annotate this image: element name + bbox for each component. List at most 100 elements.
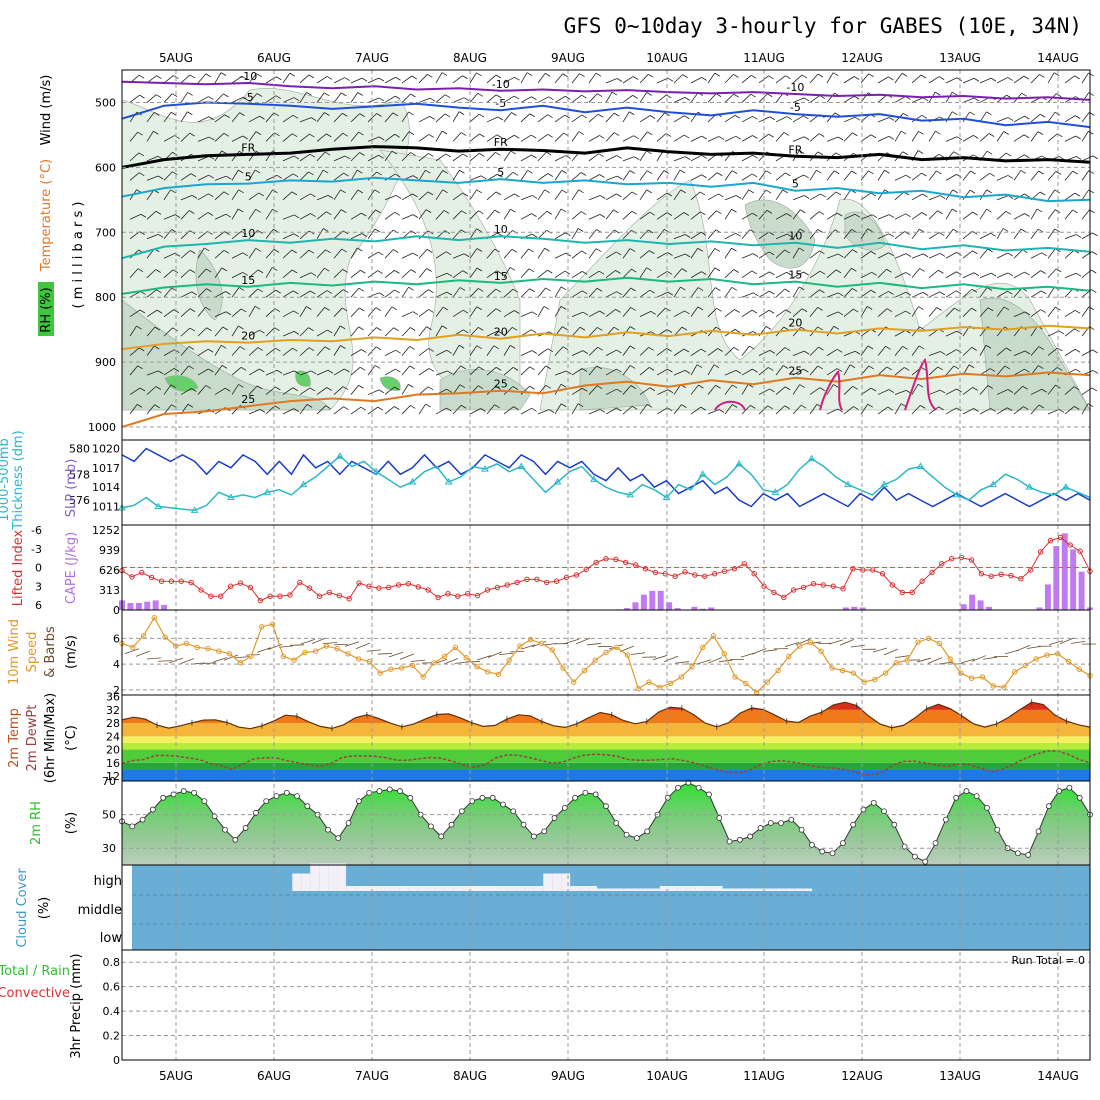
wind-barb <box>469 133 480 142</box>
wind-barb <box>571 250 582 259</box>
cape-bar <box>859 607 866 610</box>
wind-barb <box>299 327 309 337</box>
wind-barb-flag <box>803 97 810 102</box>
cloud-high-bar <box>758 888 768 891</box>
axis-label-cloud: Cloud Cover <box>15 868 30 948</box>
wind-barb-flag <box>888 117 895 121</box>
wind-barb-flag <box>919 268 925 272</box>
wind-barb-flag <box>343 406 349 411</box>
wind-barb <box>809 169 817 181</box>
wind-barb <box>350 212 362 220</box>
wind-barb-flag <box>410 152 416 156</box>
wind-barb <box>758 189 767 201</box>
wind-barb <box>248 73 257 84</box>
wind-barb-flag <box>548 96 554 101</box>
wind-barb-flag <box>187 403 194 408</box>
wind-barb <box>333 406 344 415</box>
lifted-index-point <box>632 562 639 568</box>
wind-barb <box>265 327 275 337</box>
wind-barb <box>163 384 172 395</box>
wind-barb-flag <box>631 191 638 196</box>
wind-barb <box>469 72 477 84</box>
wind-barb-flag <box>497 330 504 335</box>
wind-barb <box>367 189 375 201</box>
wind-barb <box>996 272 1009 279</box>
wind-barb-flag <box>1024 271 1030 276</box>
wind-barb-flag <box>308 347 315 352</box>
thickness-marker <box>698 470 707 477</box>
wind-barb <box>1081 155 1094 162</box>
lifted-index-point <box>741 561 747 567</box>
wind-barb <box>741 115 753 123</box>
wind-barb <box>707 348 718 356</box>
isotherm-label: -10 <box>492 78 510 91</box>
wind-barb-flag <box>615 270 621 274</box>
wind-barb-flag <box>425 209 432 213</box>
wind-barb-flag <box>956 271 962 276</box>
wind-barb <box>571 271 583 279</box>
wind-barb <box>282 408 294 415</box>
wind-barb-flag <box>902 151 908 156</box>
rh-point <box>149 806 156 813</box>
wind-barb-flag <box>666 94 672 99</box>
wind-barb <box>163 93 173 103</box>
wind-barb-flag <box>257 385 263 390</box>
precip-legend-convective: Convective <box>0 986 70 1001</box>
wind-barb <box>588 248 597 259</box>
wind-barb-flag <box>667 271 673 275</box>
wind-barb <box>231 346 241 356</box>
wind-barb <box>537 248 545 259</box>
wind-barb <box>231 230 242 240</box>
rh-point <box>232 836 239 843</box>
wind-barb <box>180 327 191 337</box>
wind-barb <box>231 252 243 259</box>
wind-barb <box>214 93 224 103</box>
wind-barb <box>1064 272 1077 279</box>
wind-barb <box>367 97 380 103</box>
rh-point <box>1076 794 1083 801</box>
wind-barb <box>299 404 308 415</box>
wind-barb-flag <box>803 350 810 355</box>
wind-barb <box>622 307 631 317</box>
wind-barb-flag <box>462 192 469 197</box>
wind-barb <box>333 386 344 395</box>
lifted-index-point <box>504 582 510 588</box>
wind-barb <box>945 307 955 317</box>
wind-barb-flag <box>956 349 962 353</box>
wind-barb-flag <box>1006 347 1012 352</box>
wind-barb <box>452 270 463 279</box>
wind-barb-flag <box>697 287 704 291</box>
wind-barb <box>452 170 460 181</box>
wind-barb-flag <box>1002 228 1009 232</box>
wind-barb-flag <box>326 211 332 216</box>
wind-barb <box>571 211 582 220</box>
wind-barb <box>775 189 784 201</box>
lifted-index-point <box>978 571 985 577</box>
date-label-bottom: 6AUG <box>257 1069 291 1083</box>
wind-barb <box>248 409 261 415</box>
wind-barb <box>197 96 209 103</box>
wind-barb-flag <box>531 154 537 159</box>
wind-barb-flag <box>325 405 331 410</box>
wind-barb <box>554 270 566 279</box>
wind-barb-flag <box>852 132 858 137</box>
wind-barb-flag <box>274 308 281 312</box>
wind-barb-flag <box>936 170 942 175</box>
wind-barb-flag <box>752 212 758 217</box>
wind-barb <box>316 267 325 278</box>
wind-barb-flag <box>392 112 399 117</box>
rh-shading <box>579 367 651 411</box>
cloud-high-bar <box>516 886 526 891</box>
wind-barb <box>1064 328 1075 337</box>
wind-barb-flag <box>987 385 994 389</box>
wind-barb-flag <box>716 307 722 312</box>
rh-point <box>922 858 929 865</box>
wind-barb-flag <box>395 173 401 178</box>
rh-shading <box>379 376 401 391</box>
temp-line <box>121 701 1091 730</box>
wind-barb-flag <box>393 327 399 332</box>
wind-barb-flag <box>446 291 453 296</box>
wind-barb-flag <box>955 290 962 295</box>
wind-barb <box>741 368 753 376</box>
rh-area <box>122 782 1090 865</box>
